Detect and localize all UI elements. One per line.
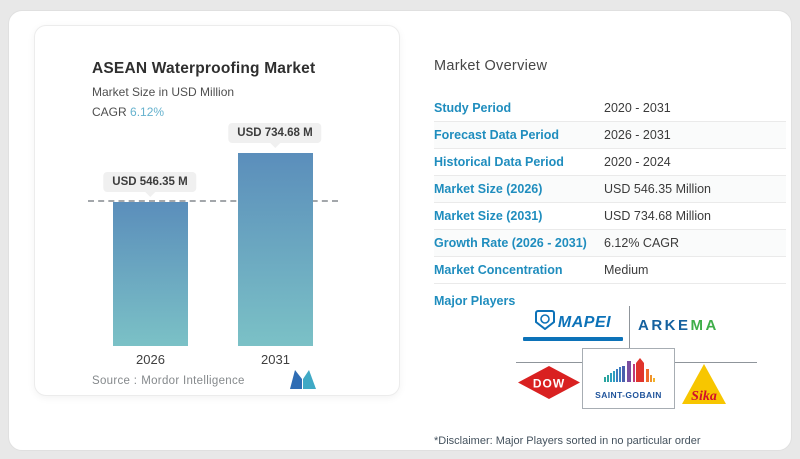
mapei-emblem-icon bbox=[534, 310, 555, 335]
saint-gobain-wordmark: SAINT-GOBAIN bbox=[595, 390, 662, 400]
row-label: Market Size (2026) bbox=[434, 182, 543, 196]
mapei-logo: MAPEI bbox=[519, 310, 627, 341]
bar-value-label-2031: USD 734.68 M bbox=[228, 123, 322, 148]
dow-logo: DOW bbox=[518, 366, 580, 404]
bar-2026 bbox=[113, 202, 188, 346]
row-label: Historical Data Period bbox=[434, 155, 564, 169]
players-horizontal-divider-right bbox=[675, 362, 757, 363]
chart-subtitle: Market Size in USD Million bbox=[92, 85, 235, 99]
row-value: Medium bbox=[604, 263, 649, 277]
chart-header: ASEAN Waterproofing Market Market Size i… bbox=[92, 60, 315, 119]
sika-wordmark: Sika bbox=[691, 389, 717, 404]
mapei-tagline-bar bbox=[523, 337, 623, 341]
table-row: Growth Rate (2026 - 2031) 6.12% CAGR bbox=[434, 230, 786, 257]
source-value: Mordor Intelligence bbox=[141, 375, 245, 387]
row-value: 6.12% CAGR bbox=[604, 236, 680, 250]
row-value: USD 734.68 Million bbox=[604, 209, 711, 223]
arkema-wordmark-green: MA bbox=[690, 317, 719, 334]
overview-table: Study Period 2020 - 2031 Forecast Data P… bbox=[434, 95, 786, 284]
row-label: Forecast Data Period bbox=[434, 128, 560, 142]
x-tick-2026: 2026 bbox=[136, 352, 165, 367]
table-row: Market Concentration Medium bbox=[434, 257, 786, 284]
arkema-wordmark-blue: ARKE bbox=[638, 317, 691, 334]
arkema-logo: ARKEMA bbox=[638, 317, 719, 334]
bar-2031 bbox=[238, 153, 313, 346]
bar-value-label-2026: USD 546.35 M bbox=[103, 172, 197, 198]
table-row: Historical Data Period 2020 - 2024 bbox=[434, 149, 786, 176]
source-line: Source : Mordor Intelligence bbox=[92, 375, 245, 387]
dow-wordmark: DOW bbox=[533, 377, 565, 391]
row-label: Study Period bbox=[434, 101, 512, 115]
players-vertical-divider bbox=[629, 306, 630, 348]
table-row: Market Size (2026) USD 546.35 Million bbox=[434, 176, 786, 203]
row-value: 2020 - 2031 bbox=[604, 101, 671, 115]
x-tick-2031: 2031 bbox=[261, 352, 290, 367]
source-label: Source : bbox=[92, 375, 138, 387]
players-horizontal-divider-left bbox=[516, 362, 582, 363]
reference-dashed-line bbox=[88, 200, 338, 203]
row-label: Market Concentration bbox=[434, 263, 563, 277]
row-label: Market Size (2031) bbox=[434, 209, 543, 223]
cagr-label: CAGR bbox=[92, 105, 127, 119]
cagr-value: 6.12% bbox=[130, 105, 165, 119]
cagr-line: CAGR 6.12% bbox=[92, 105, 315, 119]
row-value: 2026 - 2031 bbox=[604, 128, 671, 142]
major-players-label: Major Players bbox=[434, 294, 516, 308]
chart-title: ASEAN Waterproofing Market bbox=[92, 60, 316, 77]
row-value: 2020 - 2024 bbox=[604, 155, 671, 169]
saint-gobain-skyline-icon bbox=[600, 357, 658, 388]
mordor-intelligence-logo-icon bbox=[290, 370, 318, 394]
saint-gobain-logo: SAINT-GOBAIN bbox=[582, 348, 675, 409]
market-size-chart-card: ASEAN Waterproofing Market Market Size i… bbox=[34, 25, 400, 396]
table-row: Forecast Data Period 2026 - 2031 bbox=[434, 122, 786, 149]
table-row: Study Period 2020 - 2031 bbox=[434, 95, 786, 122]
disclaimer-text: *Disclaimer: Major Players sorted in no … bbox=[434, 435, 701, 447]
row-label: Growth Rate (2026 - 2031) bbox=[434, 236, 587, 250]
table-row: Market Size (2031) USD 734.68 Million bbox=[434, 203, 786, 230]
sika-logo: Sika bbox=[681, 363, 727, 410]
report-card: ASEAN Waterproofing Market Market Size i… bbox=[8, 10, 792, 451]
row-value: USD 546.35 Million bbox=[604, 182, 711, 196]
mapei-wordmark: MAPEI bbox=[557, 313, 612, 331]
overview-title: Market Overview bbox=[434, 58, 548, 74]
